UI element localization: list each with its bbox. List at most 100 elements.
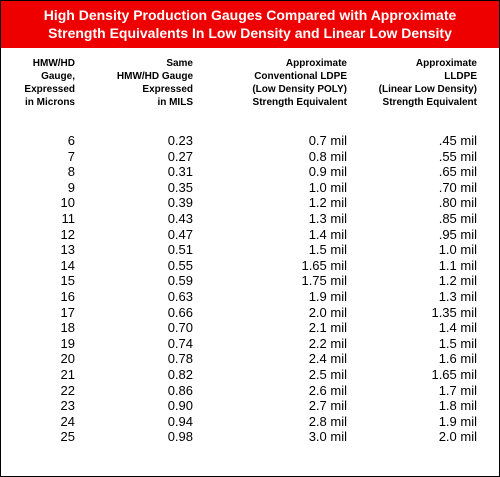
- cell-ldpe: 2.2 mil: [308, 335, 347, 351]
- table-row: 11 0.43 1.3 mil .85 mil: [1, 211, 499, 227]
- cell-microns: 21: [60, 366, 75, 382]
- cell-lldpe: 1.4 mil: [438, 320, 477, 336]
- cell-ldpe: 2.0 mil: [308, 304, 347, 320]
- cell-microns: 15: [60, 273, 75, 289]
- cell-microns: 18: [60, 320, 75, 336]
- table-row: 6 0.23 0.7 mil .45 mil: [1, 133, 499, 149]
- cell-ldpe: 1.65 mil: [301, 257, 347, 273]
- cell-lldpe: .55 mil: [438, 148, 477, 164]
- cell-ldpe: 1.9 mil: [308, 288, 347, 304]
- cell-mils: 0.59: [167, 273, 193, 289]
- cell-ldpe: 2.8 mil: [308, 413, 347, 429]
- cell-ldpe: 2.4 mil: [308, 351, 347, 367]
- cell-microns: 11: [61, 210, 76, 226]
- title-line-1: High Density Production Gauges Compared …: [43, 7, 457, 23]
- cell-lldpe: 1.8 mil: [438, 398, 477, 414]
- cell-microns: 6: [67, 133, 75, 148]
- cell-mils: 0.35: [167, 179, 193, 195]
- cell-ldpe: 2.5 mil: [308, 366, 347, 382]
- title-line-2: Strength Equivalents In Low Density and …: [48, 25, 452, 41]
- cell-lldpe: 1.2 mil: [438, 273, 477, 289]
- cell-ldpe: 1.5 mil: [308, 242, 347, 258]
- table-row: 22 0.86 2.6 mil 1.7 mil: [1, 383, 499, 399]
- cell-microns: 12: [60, 226, 75, 242]
- cell-ldpe: 3.0 mil: [308, 429, 347, 445]
- cell-lldpe: 1.35 mil: [431, 304, 477, 320]
- cell-lldpe: 1.65 mil: [431, 366, 477, 382]
- cell-ldpe: 2.1 mil: [308, 320, 347, 336]
- gauge-table: HMW/HD Gauge, Expressed in Microns Same …: [1, 57, 499, 445]
- cell-microns: 8: [67, 164, 75, 180]
- cell-lldpe: .45 mil: [438, 133, 477, 148]
- header-ldpe: Approximate Conventional LDPE (Low Densi…: [252, 58, 347, 108]
- header-microns: HMW/HD Gauge, Expressed in Microns: [24, 58, 75, 108]
- cell-ldpe: 0.8 mil: [308, 148, 347, 164]
- cell-mils: 0.74: [167, 335, 193, 351]
- cell-ldpe: 2.7 mil: [308, 398, 347, 414]
- cell-mils: 0.98: [167, 429, 193, 445]
- cell-mils: 0.47: [167, 226, 193, 242]
- cell-mils: 0.51: [167, 242, 193, 258]
- cell-mils: 0.94: [167, 413, 193, 429]
- table-row: 21 0.82 2.5 mil 1.65 mil: [1, 367, 499, 383]
- table-row: 8 0.31 0.9 mil .65 mil: [1, 164, 499, 180]
- cell-microns: 7: [67, 148, 75, 164]
- cell-lldpe: 1.3 mil: [438, 288, 477, 304]
- cell-mils: 0.43: [167, 210, 193, 226]
- cell-lldpe: 2.0 mil: [438, 429, 477, 445]
- title-banner: High Density Production Gauges Compared …: [1, 1, 499, 48]
- cell-microns: 10: [60, 195, 75, 211]
- table-body: 6 0.23 0.7 mil .45 mil 7 0.27 0.8 mil .55 mil 8 0…: [1, 133, 499, 445]
- cell-microns: 9: [67, 179, 75, 195]
- cell-microns: 19: [60, 335, 75, 351]
- table-row: 18 0.70 2.1 mil 1.4 mil: [1, 320, 499, 336]
- cell-ldpe: 1.75 mil: [301, 273, 347, 289]
- cell-microns: 16: [60, 288, 75, 304]
- cell-microns: 14: [60, 257, 75, 273]
- cell-mils: 0.82: [167, 366, 193, 382]
- cell-lldpe: 1.5 mil: [438, 335, 477, 351]
- cell-microns: 25: [60, 429, 75, 445]
- table-row: 7 0.27 0.8 mil .55 mil: [1, 149, 499, 165]
- table-row: 10 0.39 1.2 mil .80 mil: [1, 195, 499, 211]
- table-row: 23 0.90 2.7 mil 1.8 mil: [1, 398, 499, 414]
- cell-ldpe: 1.3 mil: [308, 210, 347, 226]
- cell-microns: 17: [60, 304, 75, 320]
- table-row: 15 0.59 1.75 mil 1.2 mil: [1, 273, 499, 289]
- table-row: 14 0.55 1.65 mil 1.1 mil: [1, 258, 499, 274]
- cell-mils: 0.90: [167, 398, 193, 414]
- cell-mils: 0.55: [167, 257, 193, 273]
- cell-ldpe: 0.7 mil: [308, 133, 347, 148]
- cell-lldpe: .70 mil: [438, 179, 477, 195]
- cell-ldpe: 1.4 mil: [308, 226, 347, 242]
- table-row: 17 0.66 2.0 mil 1.35 mil: [1, 305, 499, 321]
- cell-lldpe: 1.9 mil: [438, 413, 477, 429]
- cell-lldpe: .65 mil: [438, 164, 477, 180]
- table-row: 20 0.78 2.4 mil 1.6 mil: [1, 351, 499, 367]
- cell-ldpe: 1.2 mil: [308, 195, 347, 211]
- cell-lldpe: .85 mil: [438, 210, 477, 226]
- table-row: 19 0.74 2.2 mil 1.5 mil: [1, 336, 499, 352]
- table-header: HMW/HD Gauge, Expressed in Microns Same …: [1, 57, 499, 133]
- cell-mils: 0.86: [167, 382, 193, 398]
- table-row: 9 0.35 1.0 mil .70 mil: [1, 180, 499, 196]
- cell-microns: 23: [60, 398, 75, 414]
- cell-lldpe: 1.7 mil: [438, 382, 477, 398]
- cell-mils: 0.23: [167, 133, 193, 148]
- cell-microns: 20: [60, 351, 75, 367]
- cell-mils: 0.70: [167, 320, 193, 336]
- cell-mils: 0.66: [167, 304, 193, 320]
- cell-mils: 0.39: [167, 195, 193, 211]
- cell-ldpe: 0.9 mil: [308, 164, 347, 180]
- table-row: 16 0.63 1.9 mil 1.3 mil: [1, 289, 499, 305]
- cell-lldpe: 1.6 mil: [438, 351, 477, 367]
- cell-lldpe: .95 mil: [438, 226, 477, 242]
- cell-ldpe: 1.0 mil: [308, 179, 347, 195]
- header-lldpe: Approximate LLDPE (Linear Low Density) S…: [378, 58, 477, 108]
- cell-microns: 13: [60, 242, 75, 258]
- table-row: 24 0.94 2.8 mil 1.9 mil: [1, 414, 499, 430]
- cell-mils: 0.31: [167, 164, 193, 180]
- header-row: HMW/HD Gauge, Expressed in Microns Same …: [1, 57, 499, 133]
- table-row: 12 0.47 1.4 mil .95 mil: [1, 227, 499, 243]
